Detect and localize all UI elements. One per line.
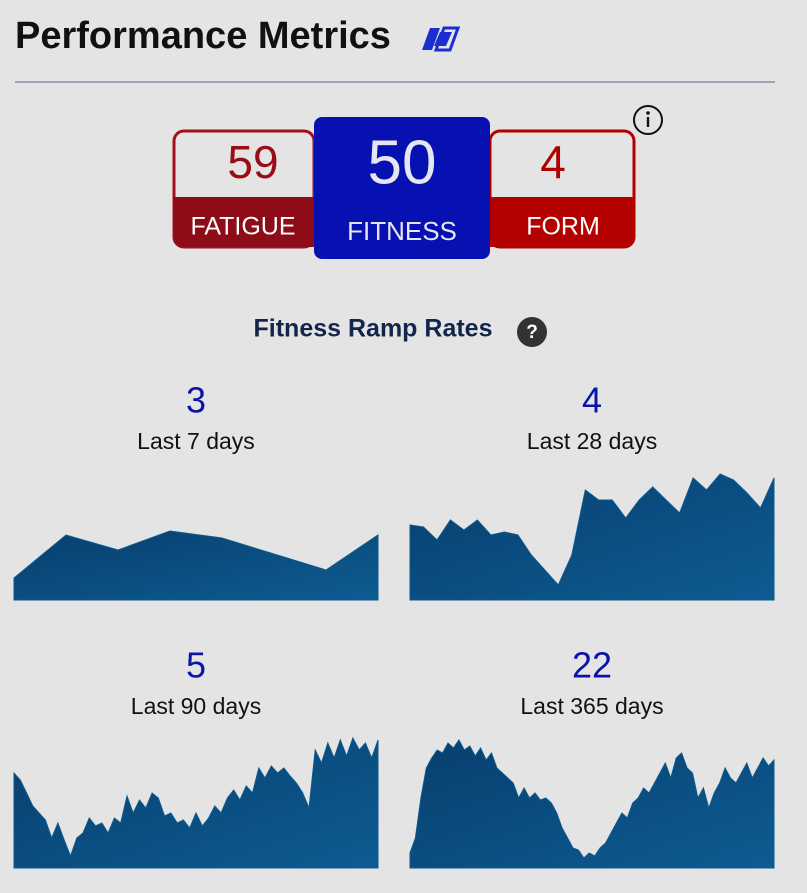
ramp-value: 22 — [572, 645, 612, 686]
metric-label: FORM — [526, 213, 600, 241]
sparkline-area — [13, 530, 379, 601]
metric-value: 59 — [227, 136, 278, 188]
sparkline-area — [409, 473, 775, 601]
sparkline-area — [409, 739, 775, 869]
section-title: Fitness Ramp Rates — [254, 315, 493, 343]
metric-label: FATIGUE — [190, 213, 295, 241]
ramp-period: Last 7 days — [137, 428, 255, 454]
ramp-period: Last 365 days — [520, 693, 663, 719]
ramp-value: 5 — [186, 645, 206, 686]
metric-label: FITNESS — [347, 216, 457, 246]
info-icon[interactable] — [633, 105, 663, 135]
help-icon[interactable]: ? — [517, 317, 547, 347]
fitness-box: 50 FITNESS — [314, 117, 490, 259]
ramp-value: 4 — [582, 380, 602, 421]
brand-icon — [422, 26, 461, 52]
sparkline-area — [13, 736, 379, 869]
ramp-value: 3 — [186, 380, 206, 421]
fatigue-box: 59 FATIGUE — [172, 129, 316, 249]
page-title: Performance Metrics — [15, 15, 391, 57]
metric-value: 50 — [368, 128, 437, 197]
ramp-period: Last 28 days — [527, 428, 657, 454]
ramp-period: Last 90 days — [131, 693, 261, 719]
form-box: 4 FORM — [488, 129, 636, 249]
svg-text:?: ? — [526, 322, 538, 343]
metric-value: 4 — [540, 136, 566, 188]
